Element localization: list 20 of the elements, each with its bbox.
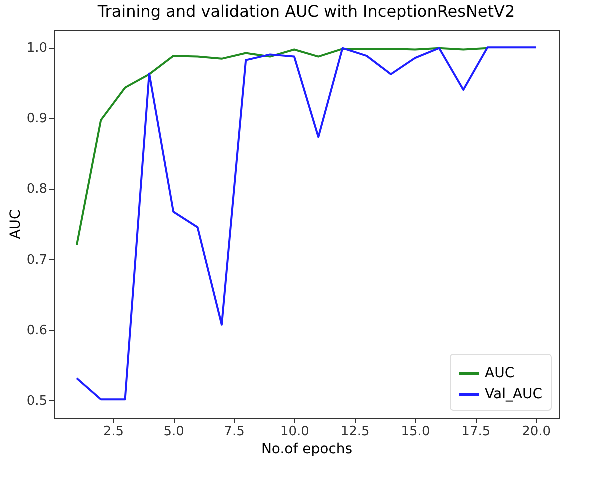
y-tick-label: 0.9 — [26, 112, 48, 127]
x-tick-label: 17.5 — [462, 424, 491, 440]
y-tick-label: 0.8 — [26, 182, 48, 198]
y-tick-label: 1.0 — [26, 41, 48, 56]
x-tick-label: 12.5 — [340, 424, 370, 440]
legend-label: Val_AUC — [485, 386, 543, 402]
line-series — [76, 47, 489, 246]
y-tick-label: 0.6 — [26, 323, 48, 338]
x-tick-label: 2.5 — [103, 424, 124, 440]
y-axis-title: AUC — [8, 209, 24, 240]
x-tick-label: 10.0 — [280, 424, 310, 440]
x-tick-label: 15.0 — [401, 424, 430, 440]
x-tick-label: 20.0 — [522, 424, 552, 440]
legend-label: AUC — [485, 366, 515, 382]
chart-title: Training and validation AUC with InceptionResNetV2 — [96, 2, 516, 21]
y-tick-label: 0.7 — [26, 252, 48, 268]
x-tick-label: 7.5 — [224, 424, 245, 440]
y-tick-label: 0.5 — [26, 394, 48, 409]
x-tick-label: 5.0 — [164, 424, 184, 440]
x-axis-title: No.of epochs — [261, 442, 353, 458]
